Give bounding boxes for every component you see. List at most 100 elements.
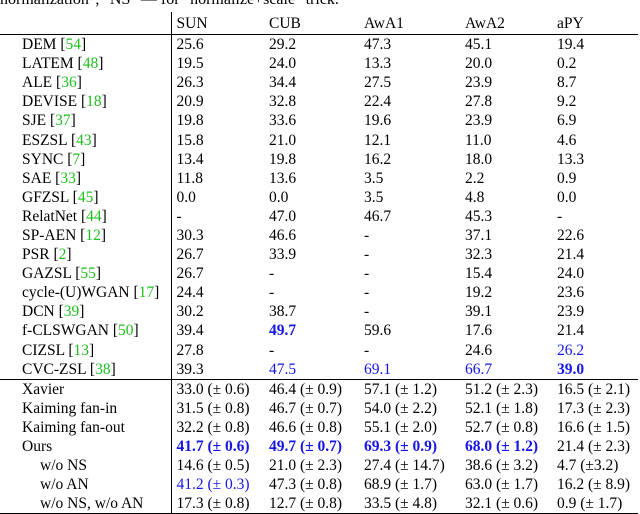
value-cell: 16.2 xyxy=(364,150,392,168)
table-row: Kaiming fan-out 32.2 (± 0.8) 46.6 (± 0.8) 5… xyxy=(0,417,638,437)
header-awa1: AwA1 xyxy=(359,12,460,35)
value-cell: 49.7 xyxy=(269,322,297,340)
value-cell: 33.6 xyxy=(269,112,297,130)
value-cell: 23.6 xyxy=(557,284,585,302)
method-label: GFZSL xyxy=(22,188,69,206)
citation-link[interactable]: 17 xyxy=(138,284,155,302)
method-name: SP-AEN [12] xyxy=(0,225,172,246)
method-label: LATEM xyxy=(22,55,74,73)
citation-link[interactable]: 38 xyxy=(95,360,111,378)
method-label: PSR xyxy=(22,246,50,264)
citation-link[interactable]: 18 xyxy=(86,93,102,111)
value-cell: 13.6 xyxy=(269,169,297,187)
value-cell: 41.2 (± 0.3) xyxy=(176,476,250,494)
value-cell: 17.6 xyxy=(465,322,493,340)
value-cell: 27.8 xyxy=(465,93,493,111)
citation-link[interactable]: 7 xyxy=(72,150,81,168)
citation-link[interactable]: 37 xyxy=(55,112,71,130)
value-cell: 26.3 xyxy=(176,74,204,92)
value-cell: 39.1 xyxy=(465,303,493,321)
header-apy: aPY xyxy=(552,12,638,35)
method-label: ALE xyxy=(22,74,53,92)
value-cell: 59.6 xyxy=(364,322,392,340)
value-cell: 27.8 xyxy=(176,341,204,359)
value-cell: 21.4 (± 2.3) xyxy=(557,438,631,456)
value-cell: - xyxy=(176,207,182,225)
citation-link[interactable]: 48 xyxy=(82,55,99,73)
citation-link[interactable]: 12 xyxy=(85,226,101,244)
table-row: DEM [54] 25.6 29.2 47.3 45.1 19.4 xyxy=(0,34,638,55)
method-label: SYNC xyxy=(22,150,64,168)
value-cell: - xyxy=(269,341,275,359)
value-cell: - xyxy=(269,265,275,283)
value-cell: 22.6 xyxy=(557,226,585,244)
citation-link[interactable]: 33 xyxy=(60,169,76,187)
table-row: LATEM [48] 19.5 24.0 13.3 20.0 0.2 xyxy=(0,54,638,74)
value-cell: 32.2 (± 0.8) xyxy=(176,418,250,436)
method-label: DEVISE xyxy=(22,93,78,111)
citation-link[interactable]: 55 xyxy=(80,265,96,283)
value-cell: 41.7 (± 0.6) xyxy=(176,438,250,456)
method-label: RelatNet xyxy=(22,207,78,225)
value-cell: 38.6 (± 3.2) xyxy=(465,457,539,475)
value-cell: 68.9 (± 1.7) xyxy=(364,476,438,494)
value-cell: 45.1 xyxy=(465,36,493,54)
citation-link[interactable]: 50 xyxy=(118,322,134,340)
table-row: w/o NS 14.6 (± 0.5) 21.0 (± 2.3) 27.4 (± 14… xyxy=(0,456,638,476)
method-name: ESZSL [43] xyxy=(0,130,172,150)
value-cell: - xyxy=(364,303,370,321)
citation-link[interactable]: 39 xyxy=(63,303,80,321)
table-row: ESZSL [43] 15.8 21.0 12.1 11.0 4.6 xyxy=(0,130,638,150)
table-row: SAE [33] 11.8 13.6 3.5 2.2 0.9 xyxy=(0,168,638,188)
value-cell: 26.7 xyxy=(176,265,204,283)
value-cell: 38.7 xyxy=(269,303,297,321)
method-name: CVC-ZSL [38] xyxy=(0,359,172,380)
value-cell: 15.8 xyxy=(176,131,204,149)
method-name: CIZSL [13] xyxy=(0,340,172,360)
value-cell: 19.8 xyxy=(176,112,204,130)
value-cell: 19.8 xyxy=(269,150,297,168)
value-cell: 16.2 (± 8.9) xyxy=(557,476,631,494)
value-cell: 34.4 xyxy=(269,74,297,92)
value-cell: 51.2 (± 2.3) xyxy=(460,378,552,399)
value-cell: 0.2 xyxy=(557,55,577,73)
value-cell: 55.1 (± 2.0) xyxy=(364,418,438,436)
value-cell: 13.4 xyxy=(176,150,204,168)
value-cell: 66.7 xyxy=(465,360,493,378)
citation-link[interactable]: 45 xyxy=(77,188,94,206)
method-label: Ours xyxy=(22,438,53,456)
citation-link[interactable]: 36 xyxy=(61,74,77,92)
value-cell: 6.9 xyxy=(557,112,577,130)
method-label: Kaiming fan-out xyxy=(22,418,125,436)
value-cell: 0.0 xyxy=(176,188,196,206)
value-cell: 27.5 xyxy=(364,74,392,92)
value-cell: 20.0 xyxy=(465,55,493,73)
value-cell: - xyxy=(269,284,275,302)
value-cell: 69.3 (± 0.9) xyxy=(364,438,438,456)
value-cell: 4.8 xyxy=(465,188,485,206)
method-name: w/o NS, w/o AN xyxy=(0,494,172,514)
value-cell: 29.2 xyxy=(269,36,297,54)
value-cell: 47.0 xyxy=(269,207,297,225)
method-name: Kaiming fan-in xyxy=(0,398,172,418)
value-cell: 13.3 xyxy=(557,150,585,168)
value-cell: 3.5 xyxy=(364,169,384,187)
citation-link[interactable]: 44 xyxy=(86,207,102,225)
value-cell: 9.2 xyxy=(557,93,577,111)
citation-link[interactable]: 13 xyxy=(73,341,90,359)
header-awa2: AwA2 xyxy=(460,12,552,35)
citation-link[interactable]: 2 xyxy=(58,246,67,264)
method-label: Kaiming fan-in xyxy=(22,399,118,417)
value-cell: 18.0 xyxy=(465,150,493,168)
value-cell: 3.5 xyxy=(364,188,384,206)
value-cell: 12.1 xyxy=(364,131,392,149)
method-name: w/o AN xyxy=(0,475,172,495)
method-name: GFZSL [45] xyxy=(0,187,172,207)
method-name: LATEM [48] xyxy=(0,54,172,74)
citation-link[interactable]: 43 xyxy=(76,131,92,149)
value-cell: 63.0 (± 1.7) xyxy=(465,476,539,494)
value-cell: 0.9 (± 1.7) xyxy=(552,494,638,514)
value-cell: 39.4 xyxy=(176,322,204,340)
citation-link[interactable]: 54 xyxy=(65,36,82,54)
value-cell: 11.8 xyxy=(176,169,204,187)
